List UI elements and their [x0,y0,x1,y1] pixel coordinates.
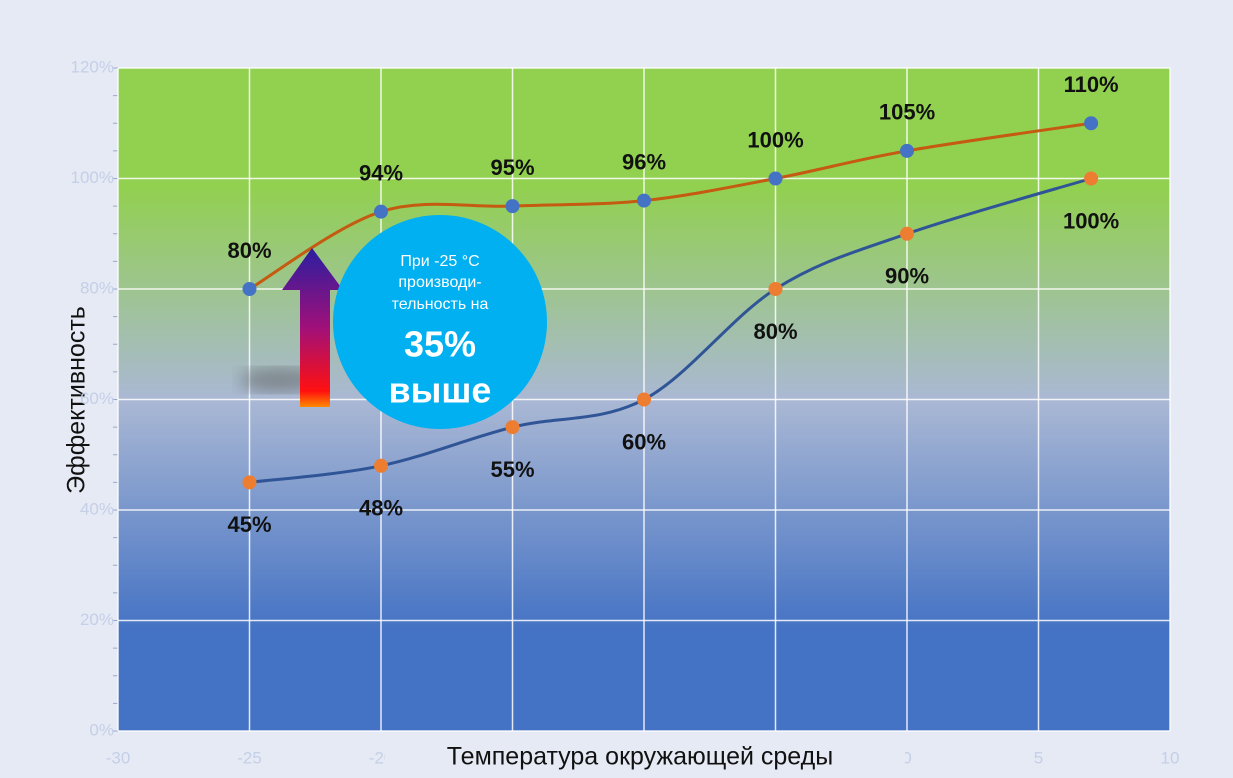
callout-text: производи- [398,274,481,291]
data-point [637,193,651,208]
y-tick-label: 0% [89,720,114,739]
callout-bubble [333,215,547,429]
x-axis-label: Температура окружающей среды [447,743,833,771]
callout-highlight: выше [389,370,492,411]
data-label: 80% [753,319,797,344]
data-label: 100% [747,127,803,152]
y-tick-label: 60% [80,389,114,408]
x-tick-label: 5 [1034,748,1043,767]
data-label: 60% [622,429,666,454]
callout-highlight: 35% [404,324,476,365]
data-label: 48% [359,496,403,521]
data-point [374,204,388,219]
data-point [242,282,257,296]
data-point [768,282,783,296]
callout-text: тельность на [392,296,489,313]
x-tick-label: 0 [902,748,911,767]
data-label: 90% [885,264,929,289]
y-tick-label: 120% [71,57,114,76]
data-point [242,475,257,490]
y-axis-label: Эффективность [63,306,91,494]
data-point [374,458,388,473]
y-tick-label: 100% [71,168,114,187]
x-label-bg [385,737,905,778]
data-label: 110% [1064,72,1119,97]
data-point [1084,116,1099,131]
data-point [1084,171,1099,186]
data-point [900,143,914,158]
data-label: 55% [490,457,534,482]
data-label: 80% [227,238,271,263]
arrow [282,248,343,407]
data-point [505,420,520,435]
callout-text: При -25 °C [400,253,479,270]
data-point [637,392,651,407]
data-label: 94% [359,160,403,185]
y-tick-label: 80% [80,278,114,297]
data-label: 96% [622,149,666,174]
data-label: 95% [490,155,534,180]
data-label: 100% [1063,208,1119,233]
data-label: 105% [879,100,935,125]
x-tick-label: -30 [106,748,131,767]
x-tick-label: -25 [237,748,262,767]
x-tick-label: 10 [1161,748,1180,767]
data-point [505,199,520,214]
y-tick-label: 20% [80,610,114,629]
data-point [768,171,783,186]
data-point [900,226,914,241]
y-tick-label: 40% [80,499,114,518]
data-label: 45% [227,512,271,537]
